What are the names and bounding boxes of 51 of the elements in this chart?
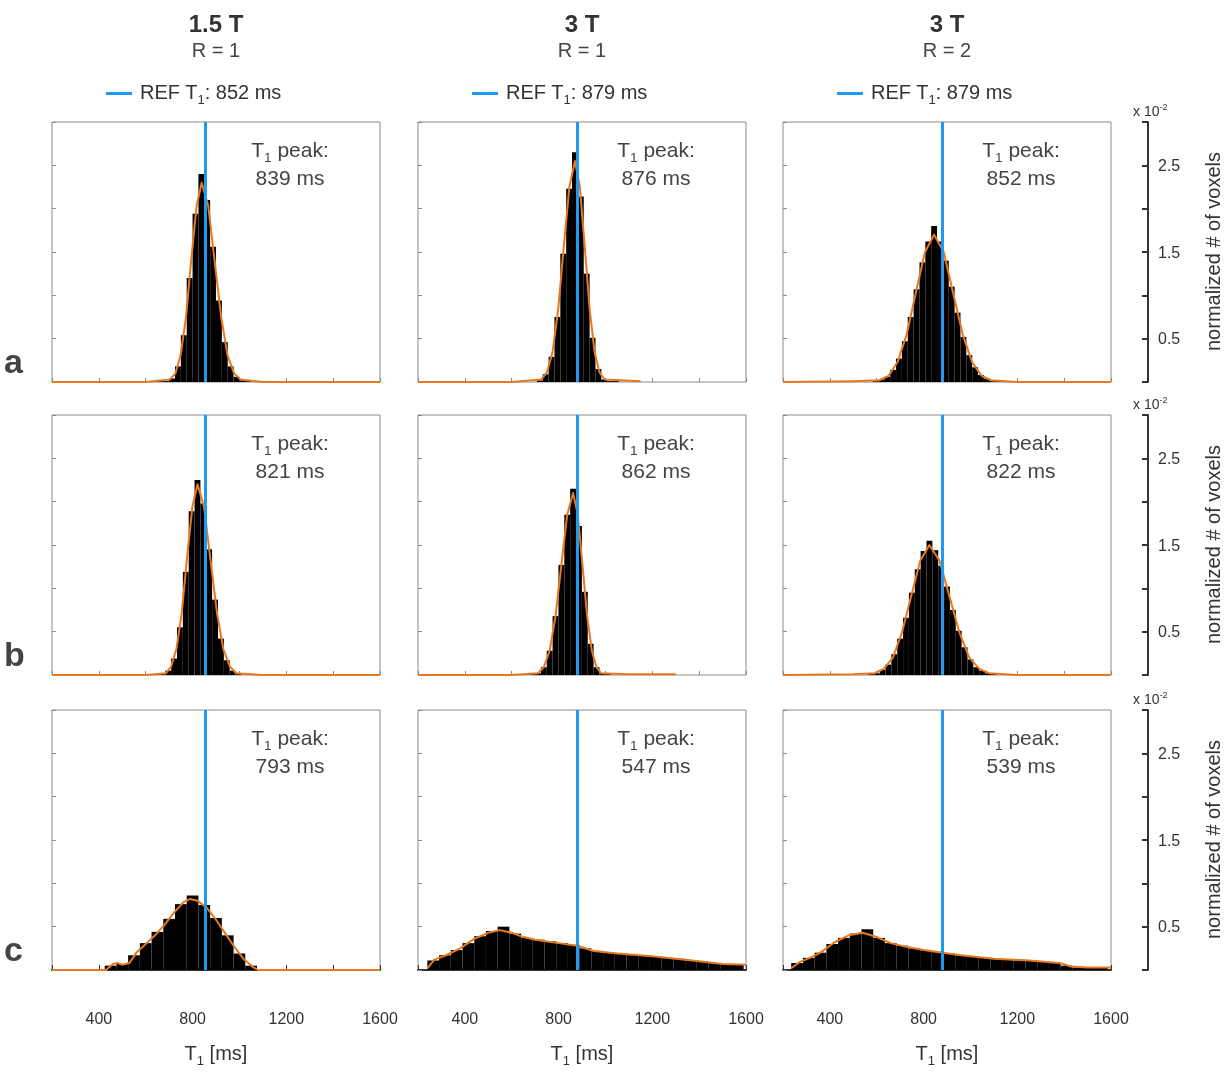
x-tick-label: 1200 <box>999 1009 1036 1027</box>
y-tick-label: 0.5 <box>1158 330 1181 348</box>
x-axis-title: T$_{1}$ [ms] <box>183 1042 249 1069</box>
chart-title: 3 T <box>563 10 601 38</box>
annotation: T$_{1}$ peak: 876 ms <box>616 138 696 191</box>
annotation: T$_{1}$ peak: 547 ms <box>616 726 696 779</box>
annotation: T$_{1}$ peak: 839 ms <box>250 138 330 191</box>
chart-subtitle: R = 1 <box>556 39 608 62</box>
ref-line-label: REF T$_{1}$: 879 ms <box>871 81 1013 107</box>
annotation: T$_{1}$ peak: 821 ms <box>250 431 330 484</box>
chart-title: 3 T <box>928 10 966 38</box>
y-tick-label: 2.5 <box>1158 449 1181 467</box>
ref-line-label: REF T$_{1}$: 879 ms <box>506 81 648 107</box>
x-axis-title: T$_{1}$ [ms] <box>549 1042 615 1069</box>
annotation: T$_{1}$ peak: 822 ms <box>981 431 1061 484</box>
chart-subtitle: R = 2 <box>921 39 973 62</box>
y-tick-label: 0.5 <box>1158 918 1181 936</box>
y-tick-label: 1.5 <box>1158 831 1181 849</box>
x-tick-label: 400 <box>85 1009 113 1027</box>
x-tick-label: 800 <box>910 1009 938 1027</box>
x-axis-title: T$_{1}$ [ms] <box>914 1042 980 1069</box>
y-tick-label: 1.5 <box>1158 243 1181 261</box>
annotation: T$_{1}$ peak: 539 ms <box>981 726 1061 779</box>
ref-line-label: REF T$_{1}$: 852 ms <box>140 81 282 107</box>
x-tick-label: 1200 <box>268 1009 305 1027</box>
text: b <box>4 635 25 675</box>
y-tick-label: 0.5 <box>1158 623 1181 641</box>
x-tick-label: 1600 <box>728 1009 764 1027</box>
y-axis-title: normalized # of voxels <box>1201 739 1225 941</box>
x-tick-label: 1600 <box>362 1009 398 1027</box>
annotation: T$_{1}$ peak: 862 ms <box>616 431 696 484</box>
text: a <box>4 342 23 382</box>
chart-title: 1.5 T <box>187 10 245 38</box>
x-tick-label: 800 <box>179 1009 207 1027</box>
x-tick-label: 400 <box>816 1009 844 1027</box>
x-tick-label: 800 <box>545 1009 573 1027</box>
text: x 10$^{-2}$ <box>1133 395 1168 412</box>
y-tick-label: 1.5 <box>1158 536 1181 554</box>
y-tick-label: 2.5 <box>1158 744 1181 762</box>
chart-subtitle: R = 1 <box>190 39 242 62</box>
annotation: T$_{1}$ peak: 793 ms <box>250 726 330 779</box>
y-axis-title: normalized # of voxels <box>1201 444 1225 646</box>
text: x 10$^{-2}$ <box>1133 690 1168 707</box>
annotation: T$_{1}$ peak: 852 ms <box>981 138 1061 191</box>
x-tick-label: 1200 <box>634 1009 671 1027</box>
text: x 10$^{-2}$ <box>1133 102 1168 119</box>
y-axis-title: normalized # of voxels <box>1201 151 1225 353</box>
y-tick-label: 2.5 <box>1158 156 1181 174</box>
text: c <box>4 930 23 970</box>
x-tick-label: 1600 <box>1093 1009 1129 1027</box>
x-tick-label: 400 <box>451 1009 479 1027</box>
